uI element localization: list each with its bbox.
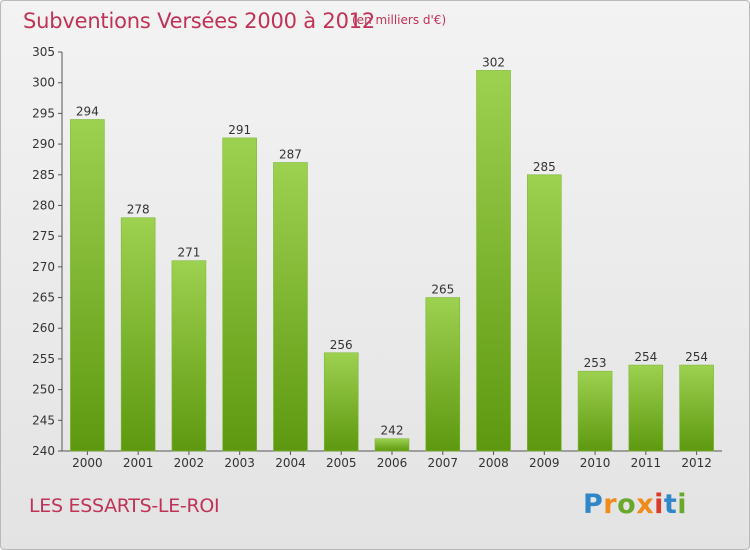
y-tick-label: 275 [32, 229, 55, 243]
y-tick-label: 300 [32, 76, 55, 90]
bar-2009 [527, 174, 562, 452]
x-tick-label: 2007 [427, 456, 458, 470]
logo-letter: o [617, 489, 637, 520]
y-tick-label: 280 [32, 198, 55, 212]
data-label: 294 [76, 105, 99, 119]
x-tick-label: 2006 [377, 456, 408, 470]
bars [70, 70, 714, 452]
x-tick-label: 2002 [174, 456, 205, 470]
data-label: 242 [381, 424, 404, 438]
y-tick-label: 305 [32, 45, 55, 59]
chart-subtitle: (en milliers d'€) [352, 13, 447, 27]
bar-2002 [171, 260, 207, 452]
logo-letter: P [583, 489, 604, 520]
x-tick-label: 2005 [326, 456, 357, 470]
logo-letter: t [663, 489, 678, 520]
data-label: 285 [533, 160, 556, 174]
logo-letter: r [603, 489, 618, 520]
bar-2004 [273, 162, 308, 452]
bar-2012 [679, 364, 714, 452]
y-tick-label: 285 [32, 168, 55, 182]
y-tick-label: 295 [32, 106, 55, 120]
data-label: 271 [177, 246, 200, 260]
bar-2008 [476, 70, 511, 452]
data-label: 254 [634, 350, 657, 364]
y-tick-label: 255 [32, 352, 55, 366]
proxiti-logo: Proxiti [583, 489, 687, 520]
data-label: 253 [584, 356, 607, 370]
x-tick-label: 2012 [681, 456, 712, 470]
y-tick-label: 240 [32, 444, 55, 458]
y-tick-label: 270 [32, 260, 55, 274]
logo-letter: i [677, 489, 688, 520]
bar-2005 [323, 352, 359, 452]
data-label: 254 [685, 350, 708, 364]
x-tick-label: 2003 [224, 456, 255, 470]
x-tick-label: 2011 [631, 456, 662, 470]
axes: 240 245 250 255 260 265 270 275 280 285 290 295 300 3… [32, 45, 722, 470]
bar-2006 [374, 438, 410, 452]
y-tick-label: 245 [32, 413, 55, 427]
place-name: LES ESSARTS-LE-ROI [29, 495, 220, 517]
data-label: 256 [330, 338, 353, 352]
x-tick-label: 2010 [580, 456, 611, 470]
y-tick-label: 290 [32, 137, 55, 151]
x-tick-label: 2009 [529, 456, 560, 470]
bar-2011 [628, 364, 664, 452]
data-label: 291 [228, 123, 251, 137]
x-tick-label: 2008 [478, 456, 509, 470]
bar-2000 [70, 119, 105, 452]
bar-2001 [120, 217, 156, 452]
bar-2007 [425, 297, 461, 452]
y-tick-label: 260 [32, 321, 55, 335]
bar-2003 [222, 137, 257, 452]
data-labels: 294 278 271 291 287 256 242 265 302 285 253 254 254 [76, 55, 708, 437]
data-label: 265 [431, 283, 454, 297]
x-tick-label: 2001 [123, 456, 154, 470]
x-tick-label: 2004 [275, 456, 306, 470]
x-tick-label: 2000 [72, 456, 103, 470]
data-label: 287 [279, 147, 302, 161]
data-label: 302 [482, 55, 505, 69]
data-label: 278 [127, 203, 150, 217]
bar-2010 [577, 370, 613, 452]
chart-title: Subventions Versées 2000 à 2012 [23, 9, 376, 33]
y-tick-label: 265 [32, 291, 55, 305]
logo-letter: x [636, 489, 655, 520]
y-tick-label: 250 [32, 383, 55, 397]
logo-letter: i [654, 489, 664, 520]
